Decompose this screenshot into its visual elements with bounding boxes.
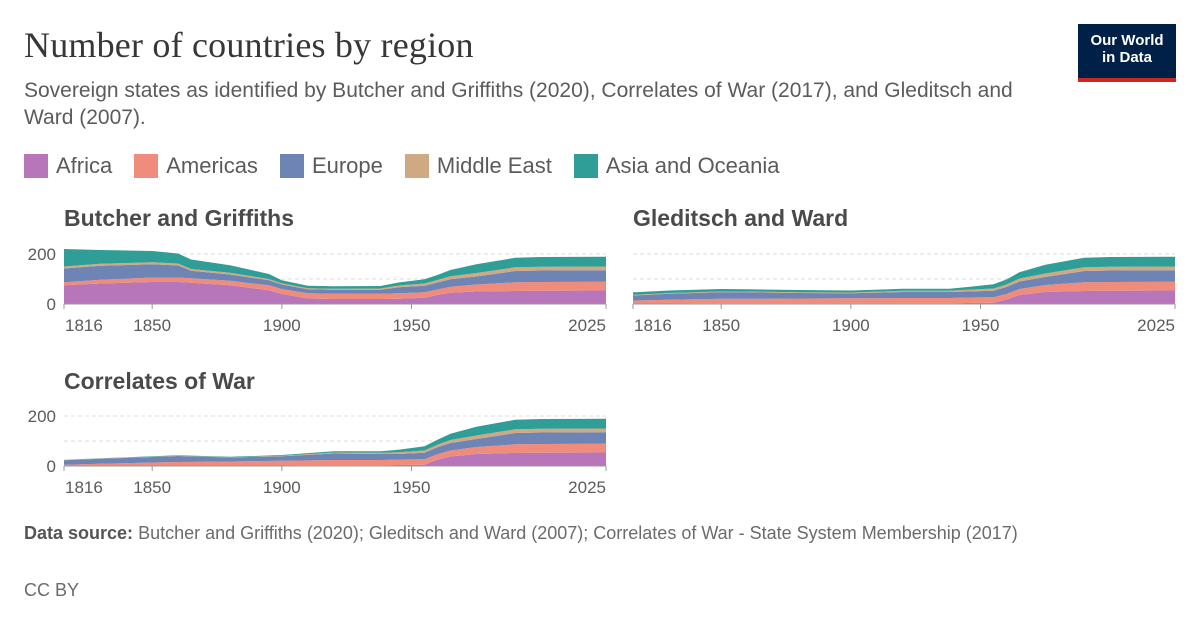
x-tick-label: 1816 <box>65 478 103 497</box>
legend-item-americas[interactable]: Americas <box>134 153 258 179</box>
legend-label: Africa <box>56 153 113 178</box>
area-africa[interactable] <box>633 290 1175 305</box>
legend-item-asia-oceania[interactable]: Asia and Oceania <box>573 153 780 179</box>
area-middle-east[interactable] <box>633 266 1175 296</box>
license[interactable]: CC BY <box>24 580 80 600</box>
x-tick-label: 1816 <box>634 316 672 335</box>
x-tick-label: 1850 <box>702 316 740 335</box>
legend-swatch <box>573 154 598 178</box>
panel-0: Butcher and Griffiths 0 200 1816 1850 1900 195… <box>28 205 607 335</box>
area-americas[interactable] <box>64 443 606 466</box>
logo-line-2: in Data <box>1101 49 1152 66</box>
panel-title: Correlates of War <box>64 368 255 394</box>
panel-1: Gleditsch and Ward 1816 1850 1900 1950 2025 <box>632 205 1176 335</box>
data-source: Data source: Butcher and Griffiths (2020… <box>24 522 1124 545</box>
area-africa[interactable] <box>64 282 606 304</box>
legend-label: Europe <box>311 153 383 178</box>
area-asia-and-oceania[interactable] <box>64 418 606 460</box>
x-tick-label: 1900 <box>263 316 301 335</box>
legend: Africa Americas Europe Middle East Asia … <box>24 153 802 179</box>
area-middle-east[interactable] <box>64 428 606 461</box>
legend-item-middle-east[interactable]: Middle East <box>404 153 552 179</box>
area-europe[interactable] <box>64 264 606 294</box>
area-europe[interactable] <box>633 270 1175 301</box>
legend-label: Asia and Oceania <box>605 153 780 178</box>
chart-subtitle: Sovereign states as identified by Butche… <box>24 79 1013 129</box>
legend-swatch <box>279 154 304 178</box>
x-tick-label: 1950 <box>393 478 431 497</box>
y-tick-label: 0 <box>47 295 56 314</box>
x-tick-label: 1900 <box>832 316 870 335</box>
logo-line-1: Our World <box>1090 32 1164 49</box>
legend-swatch <box>134 154 159 178</box>
owid-logo[interactable]: Our World in Data <box>1078 24 1176 82</box>
x-tick-label: 2025 <box>568 316 606 335</box>
x-tick-label: 2025 <box>1137 316 1175 335</box>
x-tick-label: 1850 <box>133 478 171 497</box>
legend-label: Americas <box>166 153 258 178</box>
x-tick-label: 1816 <box>65 316 103 335</box>
panel-title: Butcher and Griffiths <box>64 205 294 231</box>
legend-swatch <box>24 154 48 178</box>
legend-item-europe[interactable]: Europe <box>279 153 383 179</box>
legend-swatch <box>404 154 429 178</box>
y-tick-label: 0 <box>47 457 56 476</box>
y-tick-label: 200 <box>28 407 56 426</box>
area-asia-and-oceania[interactable] <box>64 249 606 289</box>
x-tick-label: 1950 <box>393 316 431 335</box>
x-tick-label: 2025 <box>568 478 606 497</box>
y-tick-label: 200 <box>28 245 56 264</box>
panel-title: Gleditsch and Ward <box>633 205 848 231</box>
legend-label: Middle East <box>436 153 552 178</box>
legend-item-africa[interactable]: Africa <box>24 153 112 179</box>
panel-2: Correlates of War 0 200 1816 1850 1900 1950 202… <box>28 368 607 497</box>
area-europe[interactable] <box>64 432 606 465</box>
area-middle-east[interactable] <box>64 262 606 290</box>
x-tick-label: 1900 <box>263 478 301 497</box>
area-asia-and-oceania[interactable] <box>633 256 1175 295</box>
area-americas[interactable] <box>64 277 606 300</box>
source-text: Butcher and Griffiths (2020); Gleditsch … <box>138 523 1018 543</box>
x-tick-label: 1950 <box>962 316 1000 335</box>
chart-title: Number of countries by region <box>24 25 474 65</box>
x-tick-label: 1850 <box>133 316 171 335</box>
area-americas[interactable] <box>633 281 1175 304</box>
source-label: Data source: <box>24 523 134 543</box>
area-africa[interactable] <box>64 452 606 467</box>
